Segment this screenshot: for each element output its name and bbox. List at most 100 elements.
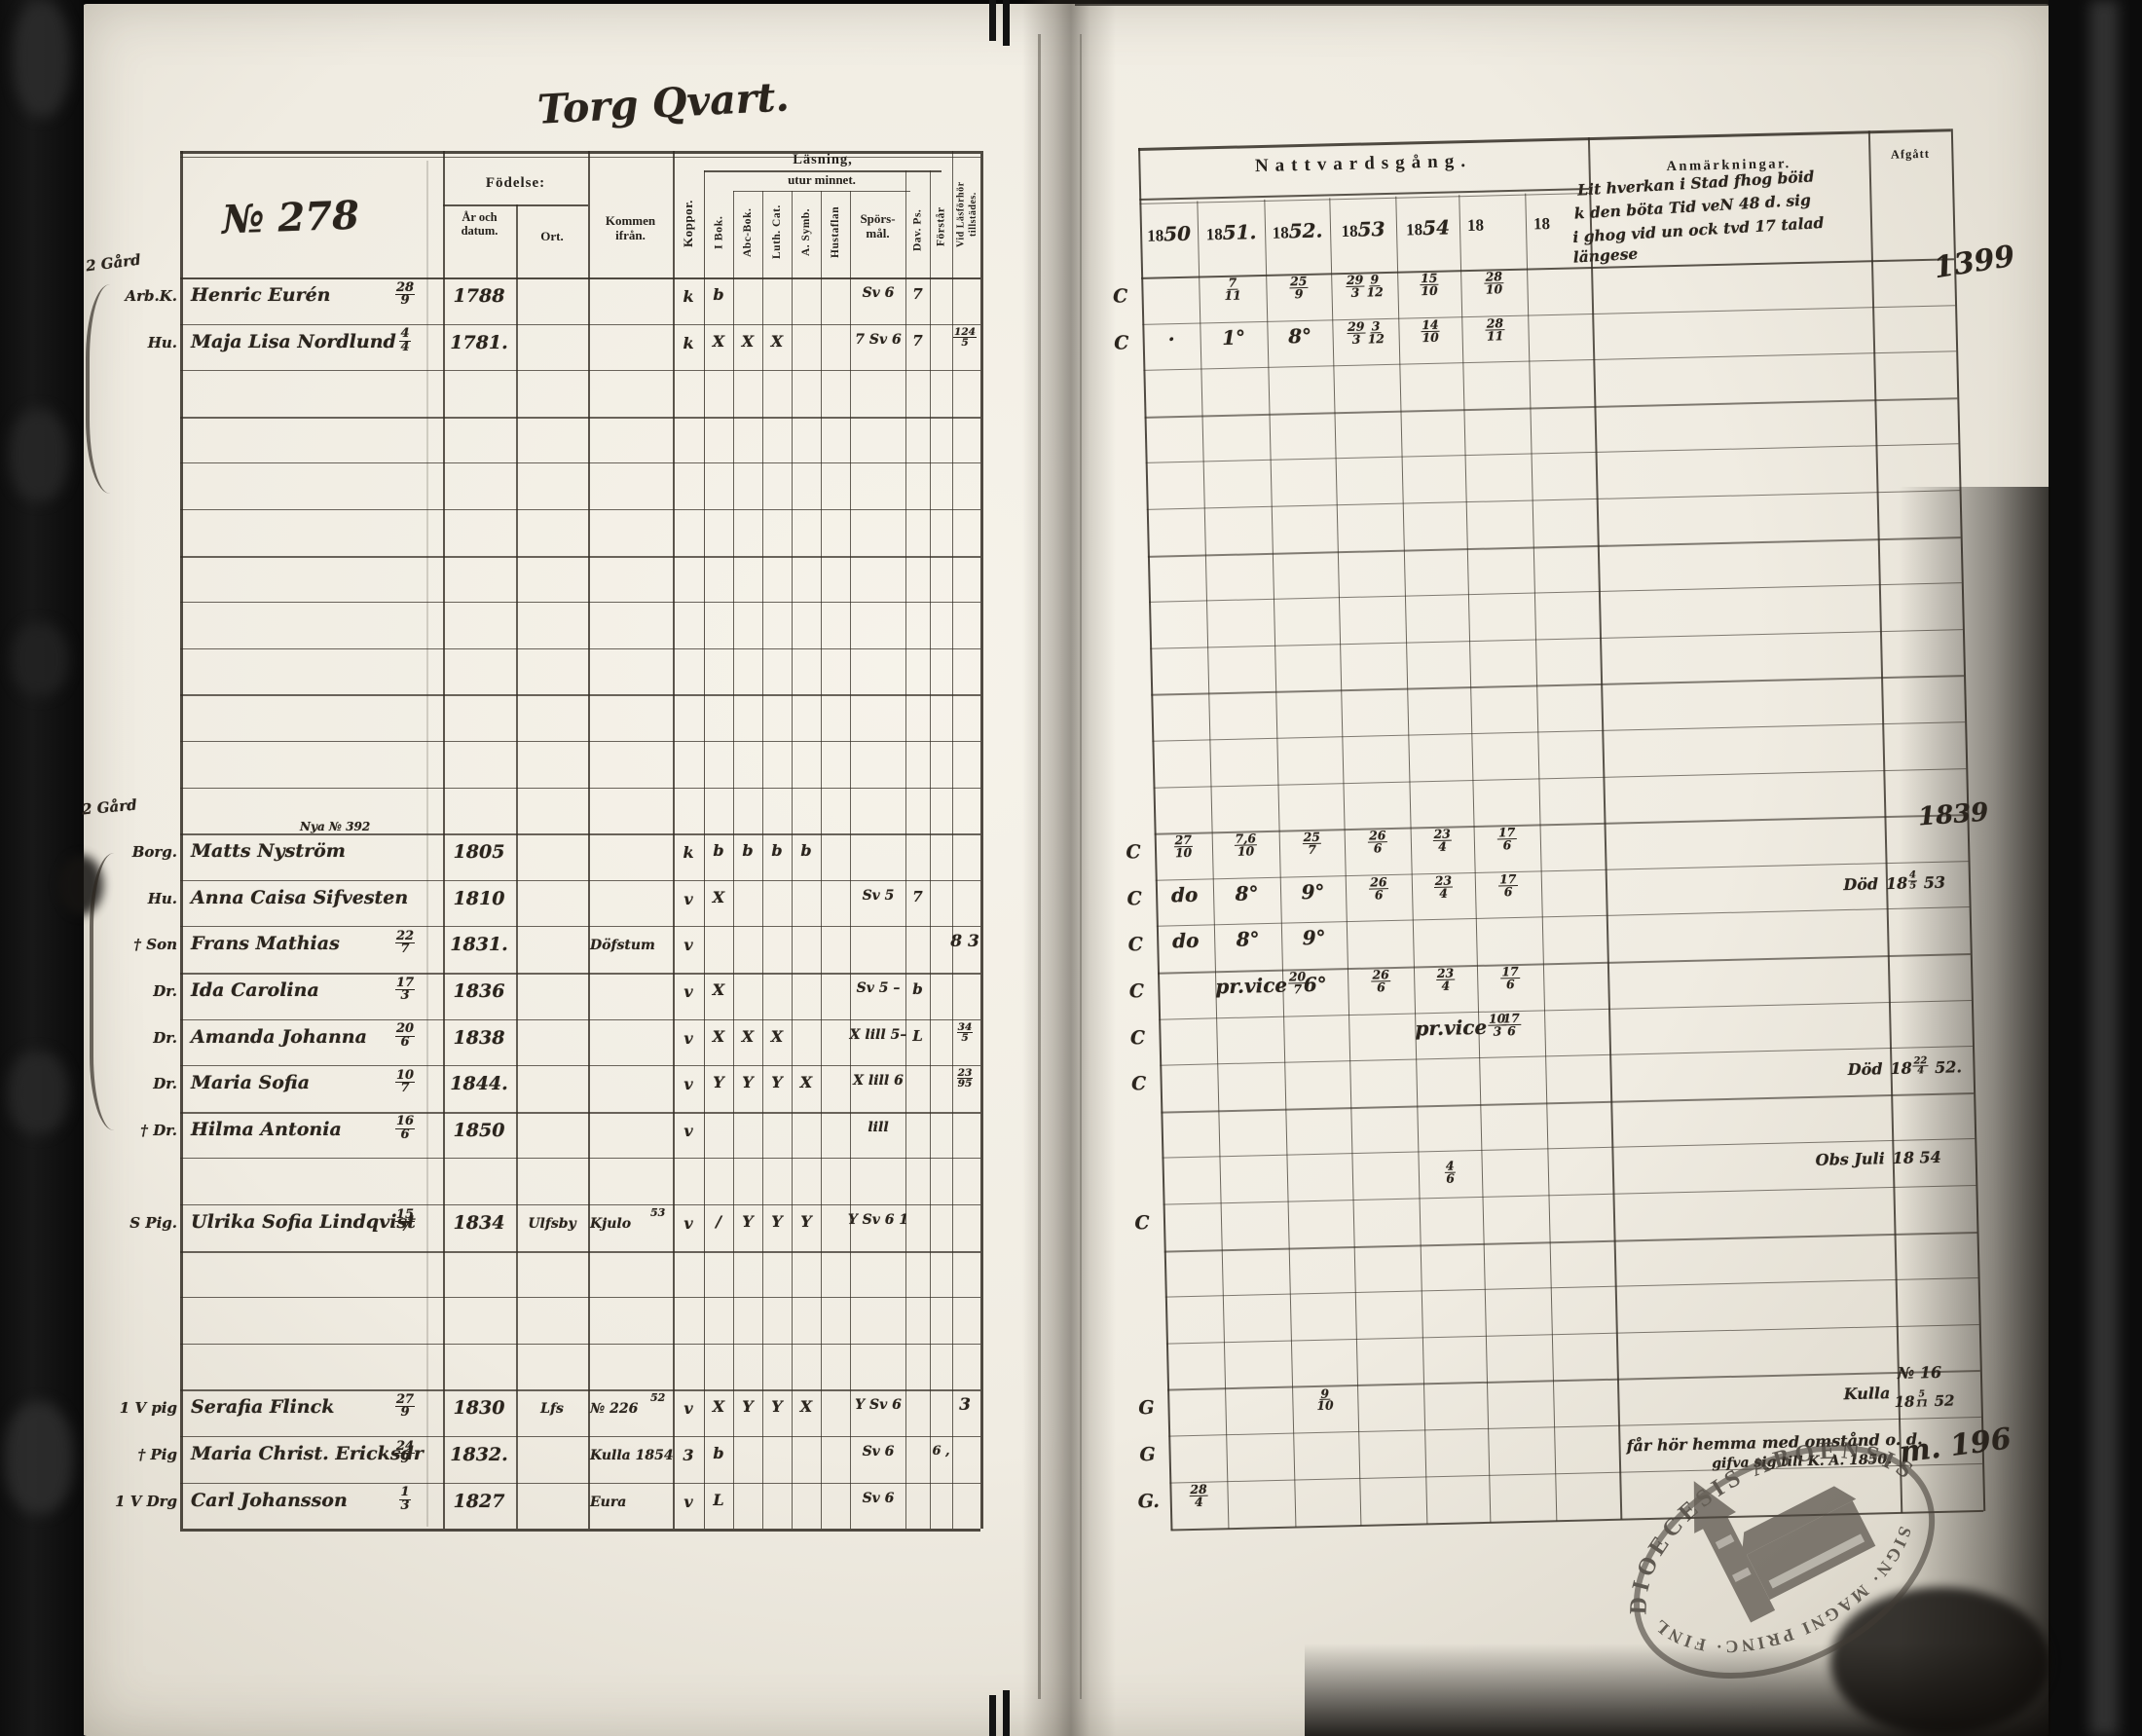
header-nattvardsgang: Nattvardsgång.: [1254, 150, 1473, 177]
table-line-v: [952, 151, 954, 1529]
row-sporsmal-mark: X lill 5–: [849, 1026, 907, 1043]
table-line-h: [180, 1436, 980, 1438]
table-line-h: [180, 324, 980, 326]
row-reading-mark: b: [800, 841, 812, 861]
header-a-symb: A. Symb.: [800, 207, 812, 257]
row-reading-mark: Y: [742, 1073, 754, 1092]
table-line-h: [1164, 1276, 1978, 1298]
table-line-v: [1264, 199, 1297, 1528]
row-sporsmal-mark: Sv 6: [862, 1490, 895, 1506]
row-birth-place: Lfs: [540, 1401, 564, 1418]
table-line-v: [516, 204, 518, 1529]
row-smallpox-mark: 3: [683, 1446, 694, 1464]
row-margin-title: Dr.: [153, 982, 177, 1000]
row-lasforhor-attendance: 34 5: [956, 1020, 974, 1044]
row-margin-title: Hu.: [147, 889, 177, 907]
row-reading-mark: X: [799, 1397, 813, 1417]
year-printed: 18: [1147, 226, 1164, 245]
row-communion-margin-mark: C: [1127, 934, 1144, 956]
table-line-v: [443, 151, 445, 1529]
row-communion-date: 7 11: [1224, 275, 1241, 303]
year-printed: 18: [1405, 220, 1423, 240]
row-departed: 18 4 5 53: [1885, 869, 1946, 893]
row-communion-date: 9 10: [1316, 1385, 1334, 1414]
row-remark: Död: [1843, 874, 1879, 894]
table-line-h: [1161, 1092, 1975, 1114]
row-birth-date: 28 9: [394, 279, 416, 308]
row-communion-date: 28 11: [1485, 314, 1505, 344]
registration-mark: [989, 1695, 996, 1736]
table-line-h: [704, 170, 942, 172]
row-communion-date: 29 3 9 12: [1345, 272, 1384, 300]
row-communion-date: ·: [1167, 326, 1175, 351]
row-reading-mark: Y: [771, 1073, 783, 1092]
row-smallpox-mark: v: [683, 1492, 693, 1511]
table-line-v: [850, 191, 852, 1529]
row-person-name: Henric Eurén: [191, 284, 331, 306]
row-birth-date: 27 9: [394, 1392, 416, 1421]
row-sporsmal-mark: Y Sv 6: [855, 1397, 902, 1414]
row-birth-year: 1788: [453, 285, 505, 307]
row-communion-date: 28 4: [1189, 1481, 1208, 1509]
table-line-h: [180, 1158, 980, 1160]
table-line-v: [426, 161, 428, 1527]
row-smallpox-mark: k: [683, 333, 694, 352]
row-smallpox-mark: v: [683, 1399, 693, 1419]
row-person-name: Maria Sofia: [191, 1072, 311, 1094]
table-line-v: [1329, 198, 1362, 1526]
row-birth-date: 16 6: [394, 1114, 416, 1142]
row-came-from: № 226: [590, 1401, 639, 1418]
row-reading-mark: X: [799, 1073, 813, 1092]
margin-brace: [90, 853, 138, 1130]
row-reading-mark: Y: [713, 1073, 724, 1092]
row-margin-title: Borg.: [131, 843, 177, 862]
row-came-from: Döfstum: [590, 938, 655, 954]
row-smallpox-mark: v: [683, 982, 693, 1001]
row-lasforhor-attendance: 23 95: [956, 1067, 974, 1090]
table-line-v: [905, 170, 907, 1529]
row-remark: Obs Juli: [1815, 1148, 1885, 1169]
row-communion-date: 26 6: [1369, 874, 1388, 903]
table-line-v: [1525, 193, 1558, 1522]
row-reading-mark: X: [741, 1026, 755, 1046]
header-ort: Ort.: [540, 229, 564, 243]
table-line-v: [980, 151, 983, 1529]
row-reading-mark: b: [742, 841, 754, 861]
row-birth-date: 15 7: [394, 1206, 416, 1235]
row-person-name: Maja Lisa Nordlund: [191, 330, 396, 352]
table-line-v: [180, 151, 183, 1529]
table-line-h: [180, 1389, 980, 1391]
row-margin-title: † Dr.: [140, 1121, 177, 1139]
header-vid-lasforhor: Vid Läsförhör: [955, 181, 967, 247]
row-communion-date: 25 7: [1302, 830, 1322, 858]
table-line-h: [1149, 582, 1962, 604]
row-came-from: Kulla 1854: [590, 1448, 674, 1463]
table-line-h: [1165, 1323, 1979, 1345]
film-scratch: [10, 409, 68, 501]
table-line-h: [180, 1344, 980, 1346]
table-line-v: [1867, 130, 1902, 1513]
registration-mark: [989, 0, 996, 41]
row-davids-psalms-mark: b: [912, 980, 923, 998]
row-reading-mark: X: [770, 331, 784, 351]
row-margin-title: 1 V pig: [119, 1399, 177, 1418]
table-line-v: [673, 151, 675, 1529]
row-reading-mark: b: [713, 841, 724, 861]
table-line-h: [180, 1112, 980, 1114]
film-edge-top: [1075, 0, 2049, 6]
table-line-h: [1142, 305, 1956, 326]
row-came-from: Kjulo: [590, 1216, 632, 1232]
row-birth-year: 1827: [453, 1490, 505, 1512]
table-line-h: [180, 556, 980, 558]
row-communion-margin-mark: G: [1139, 1443, 1157, 1466]
year-column-1853: 1853: [1330, 217, 1397, 241]
row-lasforhor-attendance: 8 3: [950, 932, 979, 952]
row-communion-date: 9°: [1302, 926, 1326, 950]
row-communion-date: 23 4: [1432, 826, 1453, 855]
year-column-1850: 1850: [1140, 222, 1199, 246]
registration-mark: [1003, 0, 1010, 46]
table-line-h: [180, 833, 980, 835]
row-communion-margin-mark: G: [1138, 1397, 1155, 1420]
year-printed: 18: [1205, 224, 1223, 244]
row-person-name: Amanda Johanna: [191, 1025, 367, 1048]
